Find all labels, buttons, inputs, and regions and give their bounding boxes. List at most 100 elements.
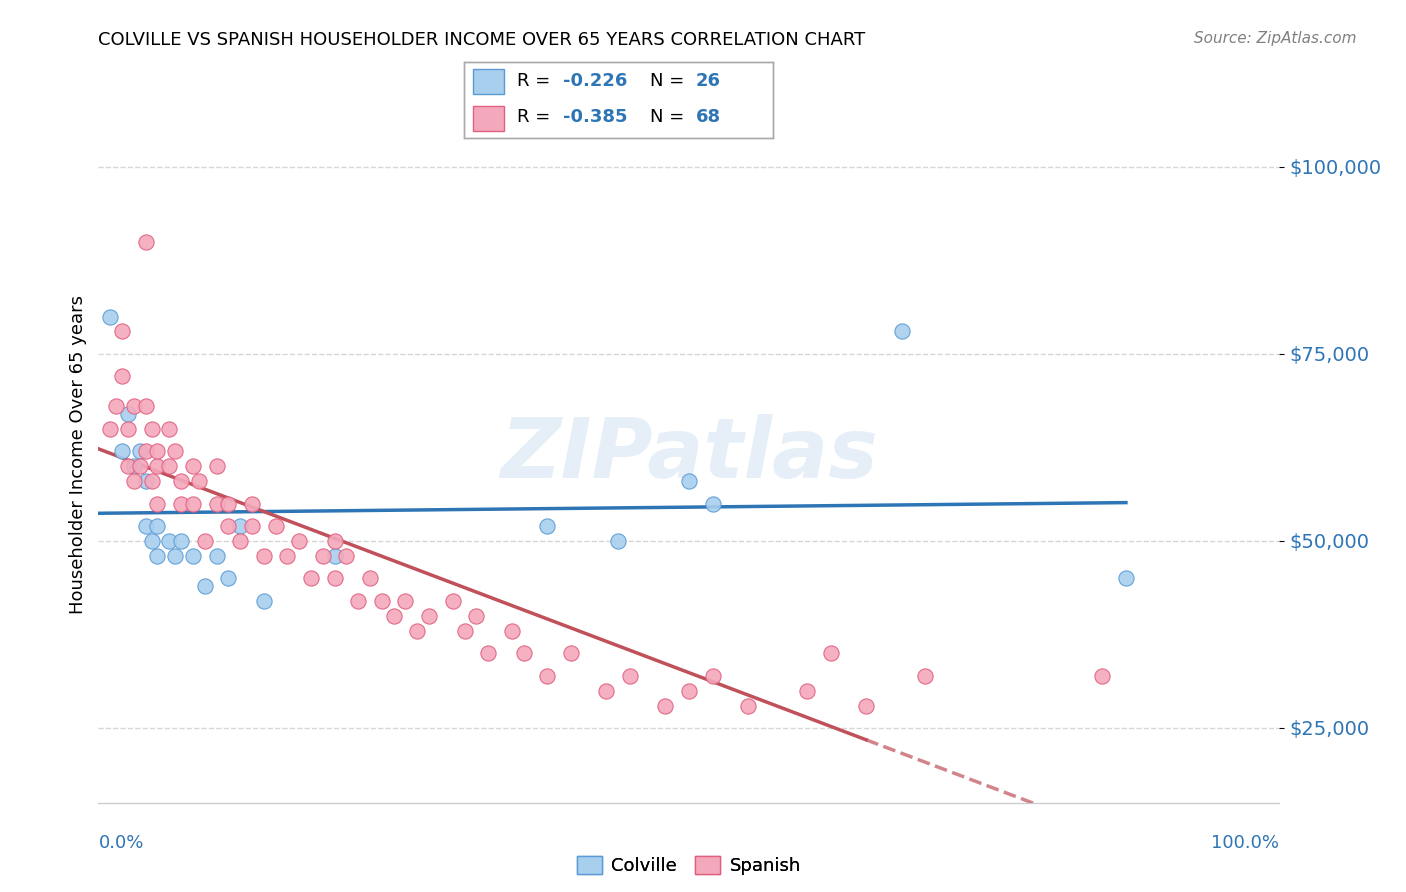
- Point: [347, 594, 370, 608]
- Point: [128, 459, 150, 474]
- Point: [560, 646, 582, 660]
- Point: [170, 533, 193, 548]
- Point: [157, 533, 180, 548]
- Point: [323, 549, 346, 563]
- Point: [678, 683, 700, 698]
- Point: [890, 325, 912, 339]
- Point: [205, 549, 228, 563]
- Point: [122, 399, 145, 413]
- Point: [335, 549, 357, 563]
- Point: [477, 646, 499, 660]
- Point: [181, 497, 204, 511]
- Point: [135, 399, 157, 413]
- Point: [441, 594, 464, 608]
- Point: [276, 549, 298, 563]
- Point: [146, 444, 169, 458]
- FancyBboxPatch shape: [474, 70, 505, 95]
- Point: [418, 608, 440, 623]
- Point: [595, 683, 617, 698]
- Point: [465, 608, 488, 623]
- Point: [146, 549, 169, 563]
- Point: [323, 533, 346, 548]
- Point: [382, 608, 405, 623]
- Point: [501, 624, 523, 638]
- Point: [170, 474, 193, 488]
- Point: [135, 235, 157, 249]
- Text: R =: R =: [516, 72, 555, 90]
- Point: [146, 497, 169, 511]
- Point: [323, 571, 346, 585]
- Point: [702, 497, 724, 511]
- Point: [117, 459, 139, 474]
- Point: [453, 624, 475, 638]
- Point: [141, 533, 163, 548]
- Point: [122, 474, 145, 488]
- Point: [288, 533, 311, 548]
- Point: [619, 668, 641, 682]
- Point: [165, 549, 187, 563]
- Point: [607, 533, 630, 548]
- Point: [170, 497, 193, 511]
- Point: [165, 444, 187, 458]
- Point: [512, 646, 534, 660]
- Text: 0.0%: 0.0%: [98, 834, 143, 852]
- Point: [737, 698, 759, 713]
- Text: ZIPatlas: ZIPatlas: [501, 415, 877, 495]
- Text: 68: 68: [696, 108, 721, 126]
- Point: [98, 310, 121, 324]
- Point: [371, 594, 394, 608]
- Point: [264, 519, 287, 533]
- Point: [122, 459, 145, 474]
- Point: [253, 549, 276, 563]
- Point: [796, 683, 818, 698]
- Point: [111, 369, 134, 384]
- Text: 100.0%: 100.0%: [1212, 834, 1279, 852]
- Point: [157, 422, 180, 436]
- Point: [394, 594, 416, 608]
- Point: [181, 549, 204, 563]
- Point: [117, 422, 139, 436]
- Point: [157, 459, 180, 474]
- Text: 26: 26: [696, 72, 721, 90]
- Point: [536, 519, 558, 533]
- Point: [111, 444, 134, 458]
- Point: [240, 497, 263, 511]
- Point: [217, 571, 239, 585]
- Point: [229, 519, 252, 533]
- Point: [187, 474, 209, 488]
- Point: [194, 579, 217, 593]
- Point: [312, 549, 335, 563]
- Point: [128, 444, 150, 458]
- Point: [702, 668, 724, 682]
- Point: [820, 646, 842, 660]
- Point: [536, 668, 558, 682]
- Point: [406, 624, 429, 638]
- Point: [217, 497, 239, 511]
- Text: N =: N =: [650, 72, 689, 90]
- Text: Source: ZipAtlas.com: Source: ZipAtlas.com: [1194, 31, 1357, 46]
- Point: [135, 519, 157, 533]
- Point: [855, 698, 877, 713]
- Text: -0.226: -0.226: [562, 72, 627, 90]
- Point: [229, 533, 252, 548]
- Point: [205, 459, 228, 474]
- Point: [117, 407, 139, 421]
- Point: [181, 459, 204, 474]
- Point: [146, 459, 169, 474]
- Point: [1115, 571, 1137, 585]
- Point: [141, 422, 163, 436]
- Point: [1091, 668, 1114, 682]
- Legend: Colville, Spanish: Colville, Spanish: [568, 847, 810, 884]
- Point: [135, 474, 157, 488]
- Text: R =: R =: [516, 108, 555, 126]
- Text: -0.385: -0.385: [562, 108, 627, 126]
- Point: [253, 594, 276, 608]
- Point: [914, 668, 936, 682]
- Point: [359, 571, 381, 585]
- Point: [111, 325, 134, 339]
- Point: [299, 571, 322, 585]
- Point: [194, 533, 217, 548]
- Text: COLVILLE VS SPANISH HOUSEHOLDER INCOME OVER 65 YEARS CORRELATION CHART: COLVILLE VS SPANISH HOUSEHOLDER INCOME O…: [98, 31, 866, 49]
- Point: [217, 519, 239, 533]
- Point: [98, 422, 121, 436]
